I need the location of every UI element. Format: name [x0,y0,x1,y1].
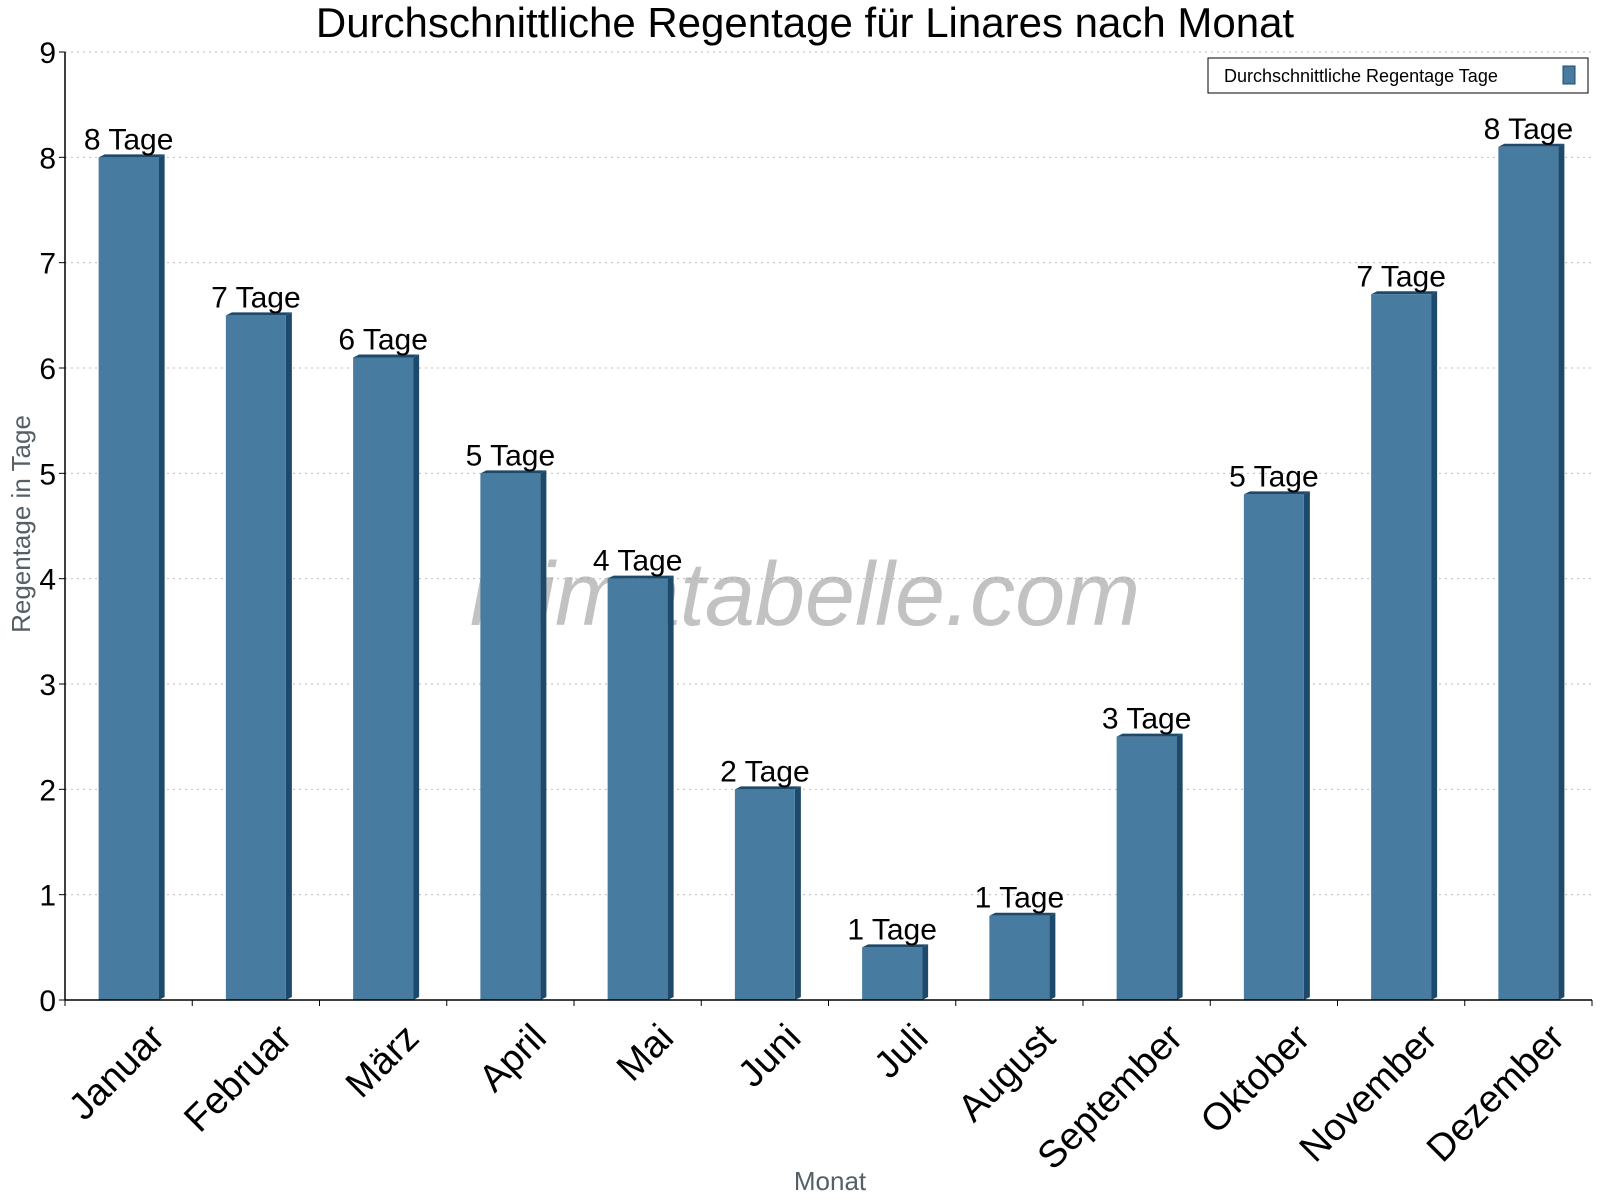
bar-value-label: 3 Tage [1102,703,1192,736]
x-tick-label: Oktober [1193,1016,1319,1142]
bar [734,786,801,1000]
bar-face [1243,494,1304,1000]
watermark-text: klimatabelle.com [470,545,1140,645]
y-tick-label: 4 [39,564,56,597]
x-tick-label: Dezember [1419,1016,1573,1170]
y-tick-label: 8 [39,142,56,175]
bar-side [1049,912,1056,1000]
legend-label: Durchschnittliche Regentage Tage [1224,66,1498,86]
bar-side [1431,291,1438,1000]
chart-title: Durchschnittliche Regentage für Linares … [316,0,1295,46]
x-axis-title: Monat [794,1166,867,1196]
bar-side [413,354,420,1000]
y-tick-label: 7 [39,248,56,281]
bar-top [734,786,801,790]
bar-top [607,575,674,579]
bar [989,912,1056,1000]
legend: Durchschnittliche Regentage Tage [1207,57,1589,94]
bar-value-label: 5 Tage [1229,460,1319,493]
y-axis-title: Regentage in Tage [6,415,36,633]
bar-top [98,154,165,158]
bar-face [1371,294,1432,1000]
bar-side [1558,143,1565,1001]
axes [59,51,1593,1006]
bar-value-label: 7 Tage [1356,260,1446,293]
bar-value-label: 1 Tage [975,882,1065,915]
bar-face [734,789,795,1000]
y-tick-label: 1 [39,880,56,913]
bar-side [1303,491,1310,1000]
bar-face [607,578,668,1000]
x-tick-label: Februar [176,1016,300,1140]
bar-side [1176,733,1183,1000]
bar-face [989,915,1050,1000]
y-tick-label: 3 [39,669,56,702]
bar [607,575,674,1000]
bar [1371,291,1438,1000]
bar [1243,491,1310,1000]
bar [480,470,547,1000]
bar-face [1116,736,1177,1000]
bar-face [98,157,159,1001]
bar [225,312,292,1000]
bar-side [158,154,165,1001]
y-tick-labels: 0 1 2 3 4 5 6 7 8 9 [39,37,56,1018]
bar-top [1116,733,1183,737]
bar-value-label: 2 Tage [720,755,810,788]
bar-side [540,470,547,1000]
legend-swatch [1562,65,1576,85]
x-tick-label: April [471,1017,554,1100]
bar-top [1243,491,1310,495]
bar [1116,733,1183,1000]
bar [98,154,165,1001]
y-tick-label: 0 [39,985,56,1018]
bar-face [1498,146,1559,1001]
bar-value-labels: 8 Tage 7 Tage 6 Tage 5 Tage 4 Tage 2 Tage 1 Ta… [84,113,1573,947]
x-tick-label: Juli [866,1017,936,1087]
y-tick-label: 9 [39,37,56,70]
bar-face [353,357,414,1000]
bar-side [794,786,801,1000]
bars [98,143,1565,1001]
bar-top [1498,143,1565,147]
bar-top [1371,291,1438,295]
x-tick-labels: Januar Februar März April Mai Juni Juli AugustS… [61,1016,1573,1177]
x-tick-label: November [1292,1016,1446,1170]
x-tick-label: Juni [730,1017,809,1096]
bar-value-label: 5 Tage [466,439,556,472]
bar-face [480,473,541,1000]
bar-top [480,470,547,474]
y-tick-label: 5 [39,458,56,491]
y-tick-label: 2 [39,774,56,807]
bar-face [225,315,286,1000]
x-tick-label: Januar [61,1016,173,1128]
bar-top [989,912,1056,916]
bar-top [862,944,929,948]
y-tick-label: 6 [39,353,56,386]
bar-side [667,575,674,1000]
x-tick-label: März [338,1017,427,1106]
bar-value-label: 1 Tage [847,913,937,946]
legend-box [1207,57,1589,94]
bar [353,354,420,1000]
bar-value-label: 8 Tage [84,123,174,156]
gridlines [65,51,1592,896]
bar-value-label: 7 Tage [211,281,301,314]
bar [862,944,929,1000]
bar-top [353,354,420,358]
x-tick-label: August [950,1016,1064,1130]
bar-value-label: 4 Tage [593,545,683,578]
x-tick-label: Mai [609,1017,682,1090]
bar-side [285,312,292,1000]
bar-side [922,944,929,1000]
bar-value-label: 6 Tage [338,323,428,356]
bar-face [862,947,923,1000]
bar-top [225,312,292,316]
bar [1498,143,1565,1001]
bar-value-label: 8 Tage [1484,113,1574,146]
